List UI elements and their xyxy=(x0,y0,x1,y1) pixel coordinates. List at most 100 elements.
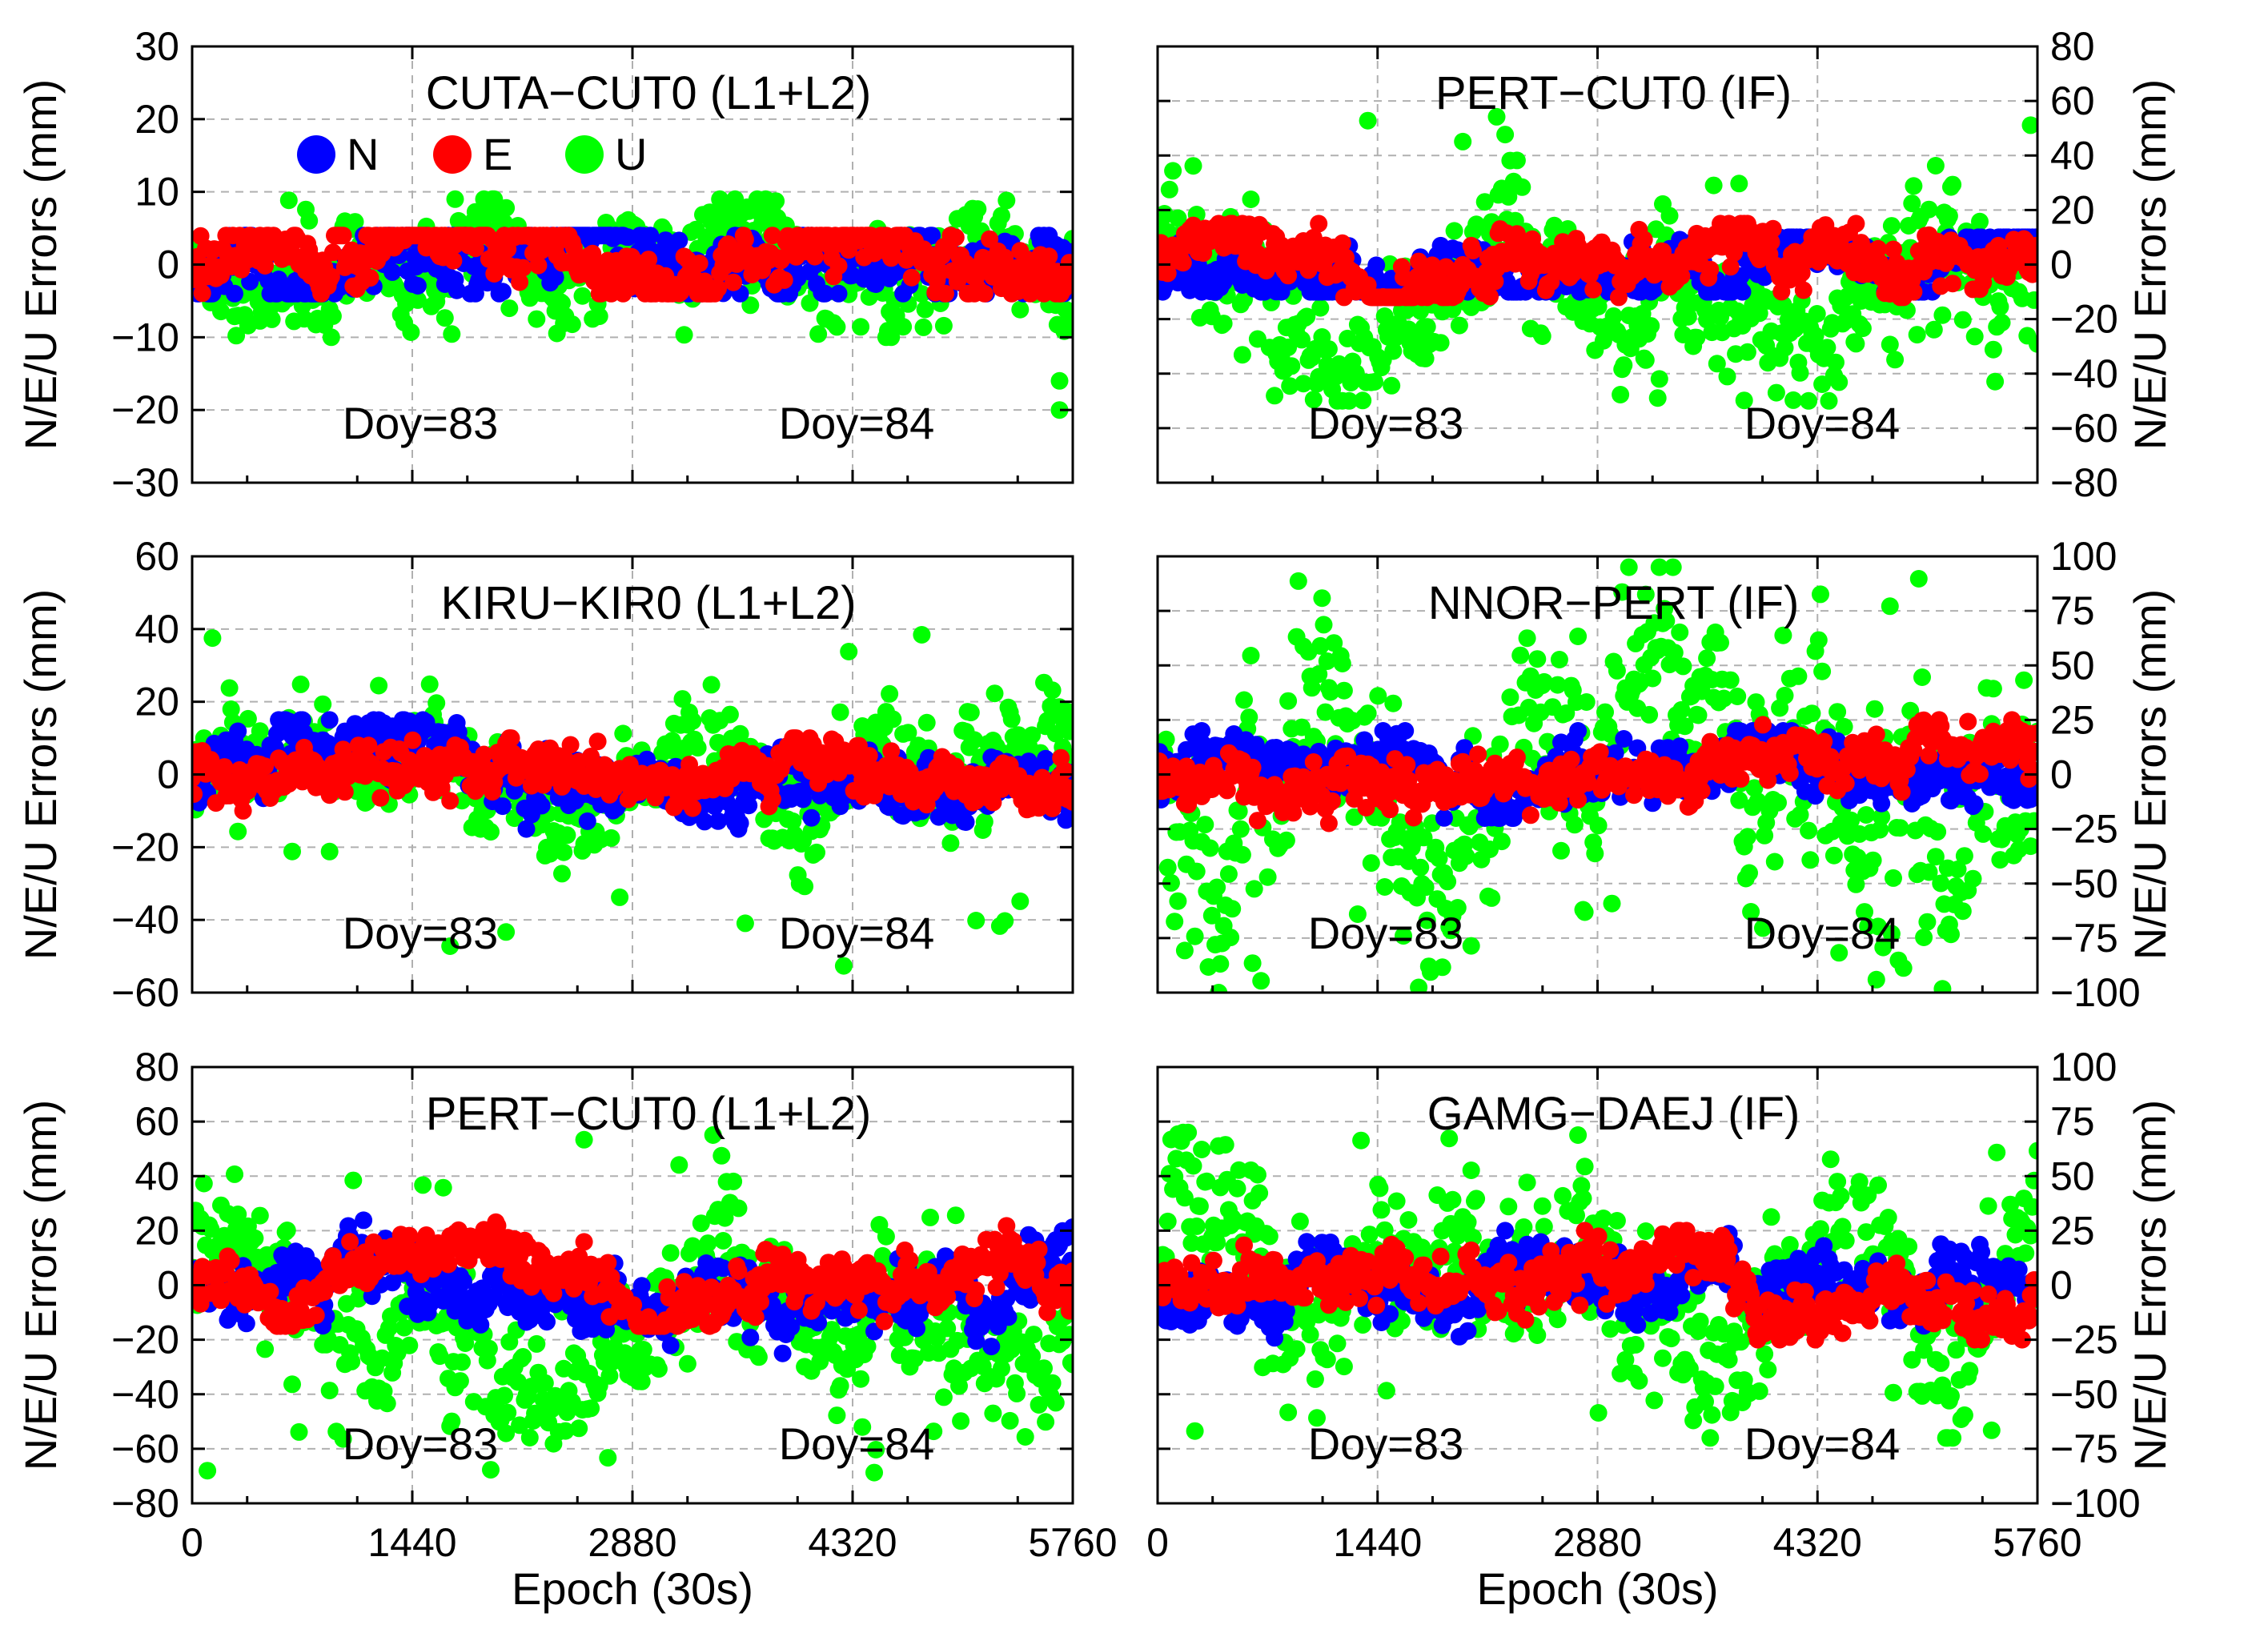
data-point xyxy=(917,713,936,732)
data-point xyxy=(1496,126,1515,144)
data-point xyxy=(1431,334,1450,352)
data-point xyxy=(1463,242,1482,260)
data-point xyxy=(1366,373,1383,391)
data-point xyxy=(1642,317,1660,335)
data-point xyxy=(428,694,446,712)
data-point xyxy=(709,812,727,830)
data-point xyxy=(1704,176,1723,195)
doy-label: Doy=83 xyxy=(343,398,499,448)
data-point xyxy=(1289,572,1307,590)
data-point xyxy=(1993,314,2011,332)
data-point xyxy=(1208,878,1226,897)
data-point xyxy=(894,318,913,336)
data-point xyxy=(1648,389,1667,407)
data-point xyxy=(1040,247,1058,266)
data-point xyxy=(192,784,203,803)
data-point xyxy=(546,268,564,287)
y-tick-label: 20 xyxy=(2050,187,2095,232)
data-point xyxy=(1325,634,1343,652)
data-point xyxy=(1335,681,1353,700)
data-point xyxy=(1784,391,1803,409)
data-point xyxy=(229,722,247,740)
data-point xyxy=(403,731,422,749)
data-point xyxy=(283,842,301,861)
legend-label-U: U xyxy=(615,129,647,179)
data-point xyxy=(1584,280,1603,299)
data-point xyxy=(1721,258,1740,276)
data-point xyxy=(1315,616,1333,634)
data-point xyxy=(684,712,702,730)
data-point xyxy=(1230,802,1248,820)
data-point xyxy=(1827,353,1845,371)
data-point xyxy=(961,704,980,722)
data-point xyxy=(1303,679,1321,697)
data-point xyxy=(2025,263,2037,281)
data-point xyxy=(1277,831,1295,849)
data-point xyxy=(741,296,760,315)
data-point xyxy=(731,814,749,833)
data-point xyxy=(680,756,698,774)
data-point xyxy=(946,228,965,247)
data-point xyxy=(446,190,464,208)
y-tick-label: 20 xyxy=(134,680,179,724)
data-point xyxy=(1313,589,1331,608)
data-point xyxy=(1064,792,1073,811)
data-point xyxy=(420,675,439,693)
data-point xyxy=(1830,373,1849,391)
data-point xyxy=(1847,335,1865,353)
data-point xyxy=(1800,391,1818,410)
data-point xyxy=(1905,283,1923,301)
data-point xyxy=(291,675,310,693)
data-point xyxy=(553,865,571,883)
data-point xyxy=(444,251,463,270)
data-point xyxy=(1184,157,1202,175)
data-point xyxy=(1223,900,1242,918)
data-point xyxy=(1688,328,1706,347)
data-point xyxy=(775,271,793,289)
data-point xyxy=(1158,264,1177,283)
data-point xyxy=(361,269,379,287)
data-point xyxy=(1986,372,2005,391)
data-point xyxy=(834,957,853,975)
data-point xyxy=(1767,383,1785,402)
data-point xyxy=(1925,320,1943,339)
data-point xyxy=(809,325,828,343)
doy-label: Doy=84 xyxy=(779,398,935,448)
data-point xyxy=(1487,107,1506,126)
data-point xyxy=(1318,652,1336,670)
data-point xyxy=(1345,808,1363,826)
data-point xyxy=(320,711,339,729)
data-point xyxy=(558,826,576,845)
data-point xyxy=(203,629,222,648)
y-tick-label: −40 xyxy=(2050,351,2118,396)
data-point xyxy=(996,912,1014,930)
data-point xyxy=(1774,295,1792,314)
data-point xyxy=(1055,761,1073,780)
data-point xyxy=(965,731,984,749)
data-point xyxy=(696,812,714,831)
data-point xyxy=(1311,299,1330,317)
data-point xyxy=(1233,845,1251,864)
data-point xyxy=(640,251,658,269)
data-point xyxy=(1266,387,1284,405)
data-point xyxy=(1242,191,1260,208)
data-point xyxy=(1467,215,1486,234)
y-tick-label: −40 xyxy=(111,897,179,942)
data-point xyxy=(914,318,933,336)
data-point xyxy=(1933,306,1952,324)
data-point xyxy=(709,733,727,752)
data-point xyxy=(335,783,354,801)
data-point xyxy=(226,284,243,303)
data-point xyxy=(1808,305,1826,323)
data-point xyxy=(2021,116,2037,134)
data-point xyxy=(532,796,551,815)
data-point xyxy=(322,328,340,347)
data-point xyxy=(529,256,548,275)
data-point xyxy=(239,709,257,728)
doy-label: Doy=83 xyxy=(1308,398,1464,448)
data-point xyxy=(828,318,846,336)
data-point xyxy=(1062,312,1073,331)
data-point xyxy=(1418,318,1436,336)
data-point xyxy=(251,722,269,740)
data-point xyxy=(263,310,281,328)
